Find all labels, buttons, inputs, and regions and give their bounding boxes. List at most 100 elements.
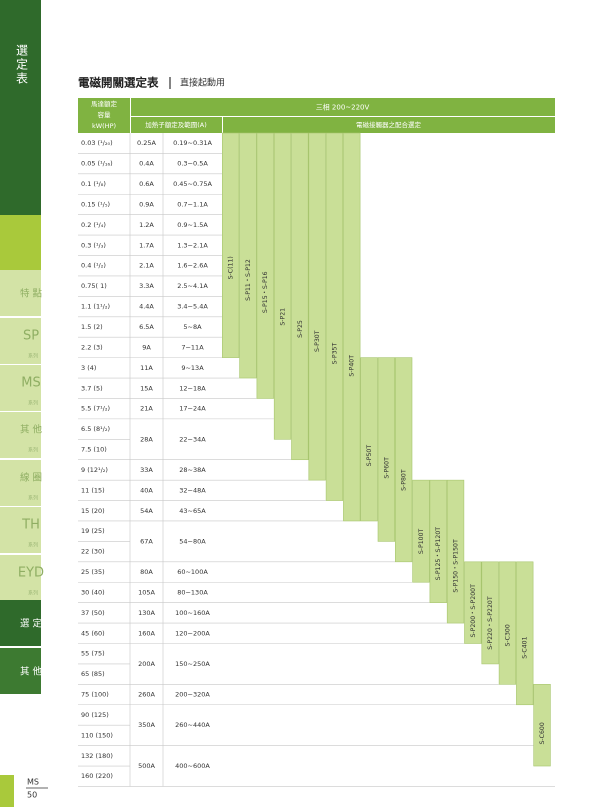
range-cell: 2.5~4.1A	[177, 282, 208, 290]
page-title: 電磁開關選定表	[78, 76, 159, 90]
tab-series: 系列	[28, 590, 38, 597]
range-cell: 1.6~2.6A	[177, 262, 208, 270]
contactor-label: S-C300	[504, 624, 511, 646]
range-cell: 43~65A	[179, 507, 206, 515]
capacity-cell: 0.15 (¹/₅)	[81, 200, 110, 208]
heater-cell: 160A	[138, 629, 155, 637]
footer-series: MS	[27, 778, 39, 787]
range-cell: 0.19~0.31A	[173, 139, 212, 147]
capacity-cell: 19 (25)	[81, 527, 105, 535]
heater-cell: 1.7A	[139, 241, 154, 249]
header-cell	[223, 117, 555, 133]
contactor-bar	[498, 561, 517, 685]
heater-cell: 0.25A	[137, 139, 156, 147]
tab-label: MS	[21, 376, 40, 391]
heater-cell: 80A	[140, 568, 153, 576]
heater-cell: 6.5A	[139, 323, 154, 331]
tab-label: 特 點	[20, 288, 43, 300]
capacity-cell: 2.2 (3)	[81, 343, 103, 351]
capacity-cell: 1.1 (1¹/₂)	[81, 303, 110, 311]
range-cell: 17~24A	[179, 405, 206, 413]
contactor-label: S-C401	[522, 636, 529, 658]
range-cell: 5~8A	[183, 323, 202, 331]
contactor-label: S-P220・S-P220T	[487, 596, 494, 650]
header-text: 容量	[98, 110, 112, 119]
tab-label: 其 他	[20, 424, 43, 436]
heater-cell: 4.4A	[139, 303, 154, 311]
range-cell: 0.3~0.5A	[177, 160, 208, 168]
contactor-label: S-P60T	[383, 457, 390, 479]
tab-label: SP	[23, 329, 39, 344]
range-cell: 22~34A	[179, 435, 206, 443]
capacity-cell: 6.5 (8¹/₂)	[81, 425, 110, 433]
contactor-bar	[516, 561, 534, 706]
header-text: kW(HP)	[92, 122, 116, 130]
heater-cell: 0.6A	[139, 180, 154, 188]
capacity-cell: 22 (30)	[81, 548, 105, 556]
heater-cell: 350A	[138, 721, 155, 729]
sidebar-accent	[0, 215, 41, 270]
capacity-cell: 37 (50)	[81, 609, 105, 617]
contactor-bar	[360, 357, 378, 522]
contactor-bar	[343, 132, 361, 522]
contactor-label: S-P50T	[366, 445, 373, 467]
heater-cell: 11A	[140, 364, 153, 372]
heater-cell: 3.3A	[139, 282, 154, 290]
range-cell: 9~13A	[181, 364, 204, 372]
range-cell: 7~11A	[181, 343, 204, 351]
tab-series: 系列	[28, 495, 38, 502]
capacity-cell: 30 (40)	[81, 588, 105, 596]
heater-cell: 0.4A	[139, 160, 154, 168]
tab-label: TH	[21, 518, 40, 533]
sidebar-tab	[0, 270, 41, 316]
capacity-cell: 160 (220)	[81, 772, 113, 780]
heater-cell: 200A	[138, 660, 155, 668]
range-cell: 120~200A	[175, 629, 210, 637]
range-cell: 1.3~2.1A	[177, 241, 208, 249]
sidebar-tab	[0, 648, 41, 694]
capacity-cell: 0.2 (¹/₄)	[81, 221, 106, 229]
contactor-bar	[222, 132, 240, 358]
header-text: 馬達額定	[91, 99, 118, 108]
contactor-label: S-P21	[280, 308, 287, 326]
page-subtitle: 直接起動用	[180, 77, 225, 89]
capacity-cell: 65 (85)	[81, 670, 105, 678]
heater-cell: 1.2A	[139, 221, 154, 229]
capacity-cell: 132 (180)	[81, 752, 113, 760]
range-cell: 150~250A	[175, 660, 210, 668]
contactor-bar	[481, 561, 499, 665]
sidebar-tab	[0, 318, 41, 364]
range-cell: 200~320A	[175, 691, 210, 699]
header-cell	[78, 98, 130, 133]
contactor-label: S-P35T	[331, 343, 338, 365]
range-cell: 0.45~0.75A	[173, 180, 212, 188]
contactor-bar	[239, 132, 257, 379]
range-cell: 80~130A	[177, 588, 208, 596]
header-cell	[131, 98, 555, 116]
contactor-label: S-P150・S-P150T	[453, 539, 460, 593]
tab-label: 線 圈	[20, 472, 42, 484]
heater-cell: 40A	[140, 486, 153, 494]
tab-label: 其 他	[20, 666, 43, 678]
range-cell: 54~80A	[179, 537, 206, 545]
range-cell: 60~100A	[177, 568, 208, 576]
heater-cell: 54A	[140, 507, 153, 515]
tab-series: 系列	[28, 542, 38, 549]
capacity-cell: 90 (125)	[81, 711, 109, 719]
footer-page: 50	[27, 791, 37, 800]
heater-cell: 500A	[138, 762, 155, 770]
heater-cell: 2.1A	[139, 262, 154, 270]
capacity-cell: 0.75( 1)	[81, 282, 107, 290]
header-text: 三相 200~220V	[316, 103, 370, 112]
capacity-cell: 15 (20)	[81, 507, 105, 515]
range-cell: 260~440A	[175, 721, 210, 729]
heater-cell: 21A	[140, 405, 153, 413]
tab-series: 系列	[28, 400, 38, 407]
heater-cell: 67A	[140, 537, 153, 545]
contactor-bar	[377, 357, 396, 542]
contactor-label: S-P100T	[418, 528, 425, 554]
contactor-label: S-P11・S-P12	[245, 259, 252, 301]
contactor-label: S-P80T	[401, 469, 408, 491]
capacity-cell: 1.5 (2)	[81, 323, 103, 331]
